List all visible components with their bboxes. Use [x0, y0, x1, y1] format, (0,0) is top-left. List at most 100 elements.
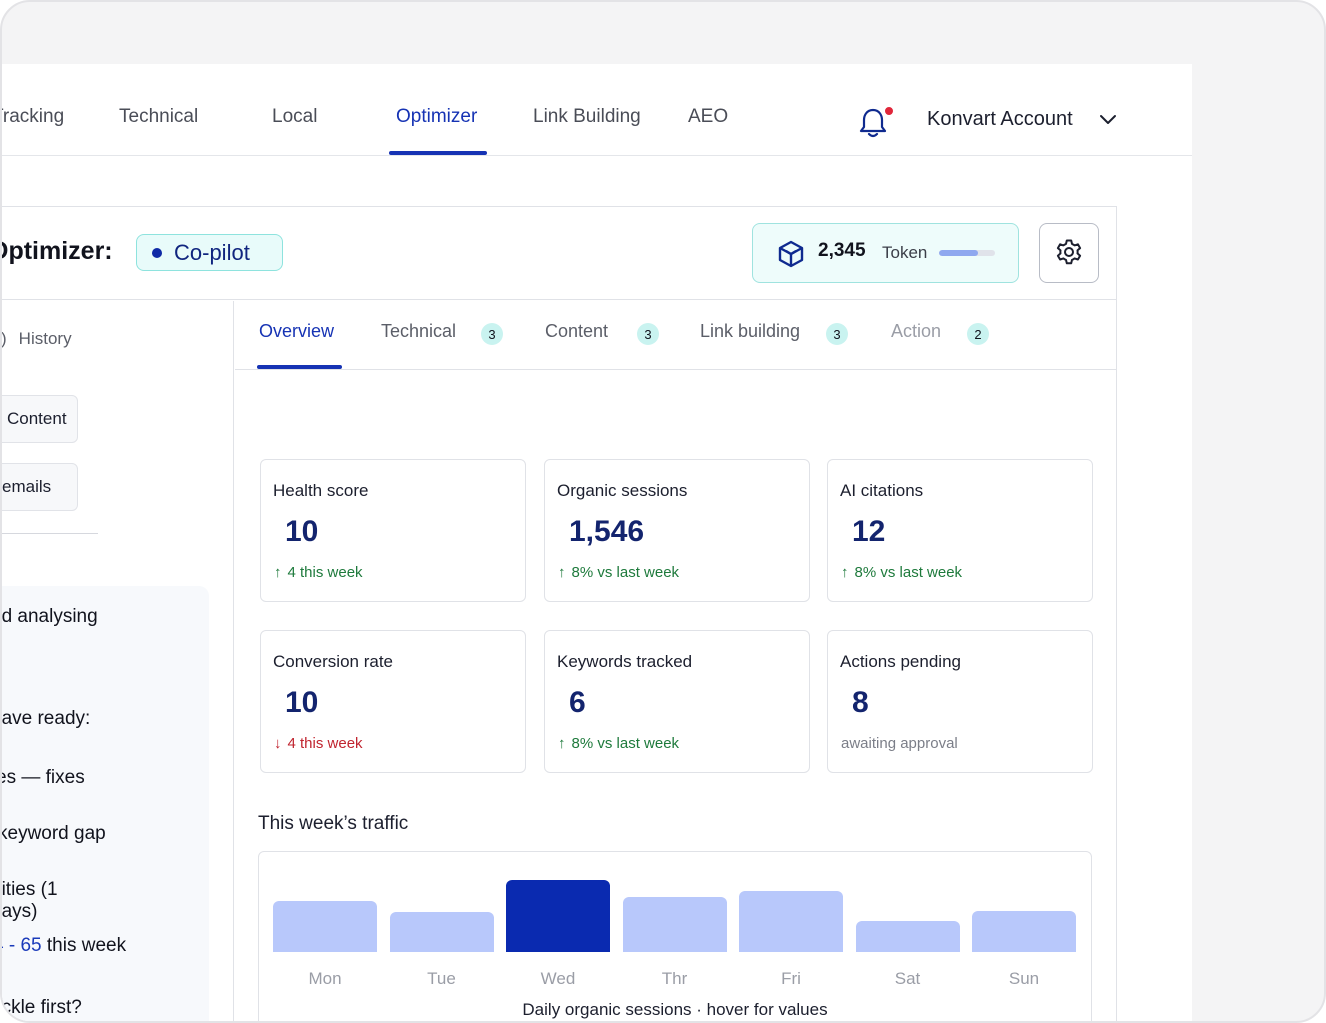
stat-delta-text: 8% vs last week	[571, 564, 680, 581]
nav-link-building[interactable]: Link Building	[533, 106, 641, 127]
nav-optimizer[interactable]: Optimizer	[396, 106, 478, 127]
left-sidebar: ) History Content emails ed analysing hav…	[1, 301, 234, 1021]
tab-link-building[interactable]: Link building	[700, 321, 801, 341]
stat-delta: ↑ 4 this week	[274, 564, 363, 581]
assistant-text: days)	[1, 901, 38, 922]
arrow-up-icon: ↑	[841, 564, 849, 581]
token-progress-fill	[939, 250, 979, 256]
app-window: Tracking Technical Local Optimizer Link …	[0, 64, 1192, 1021]
stat-value: 6	[569, 686, 586, 719]
nav-aeo[interactable]: AEO	[688, 106, 729, 127]
stat-card-ai-citations[interactable]: AI citations 12 ↑ 8% vs last week	[827, 459, 1093, 602]
stat-delta-text: 4 this week	[287, 564, 363, 581]
stat-value: 1,546	[569, 515, 645, 548]
bar-sat[interactable]	[855, 921, 960, 952]
divider	[2, 533, 98, 534]
x-tick-label: Thr	[661, 969, 688, 988]
stat-delta: ↓ 4 this week	[274, 735, 363, 752]
cube-icon	[778, 240, 804, 268]
mode-badge-label: Co-pilot	[174, 239, 250, 265]
quick-action-content[interactable]: Content	[2, 395, 78, 443]
token-label: Token	[882, 243, 928, 262]
stat-title: Health score	[273, 481, 369, 500]
history-link[interactable]: ) History	[1, 329, 72, 349]
stat-delta: awaiting approval	[841, 735, 958, 752]
status-dot	[152, 247, 162, 258]
settings-button[interactable]	[1039, 223, 1099, 283]
chevron-down-icon[interactable]	[1099, 114, 1117, 126]
bar-fri[interactable]	[739, 891, 843, 952]
arrow-up-icon: ↑	[558, 564, 566, 581]
assistant-text: ed analysing	[1, 606, 98, 627]
stat-value: 10	[285, 515, 319, 548]
quick-action-emails[interactable]: emails	[2, 463, 78, 511]
stat-title: AI citations	[840, 481, 924, 500]
x-tick-label: Fri	[781, 969, 801, 988]
chip-label: Content	[7, 409, 67, 428]
nav-local[interactable]: Local	[272, 106, 318, 127]
history-icon: )	[1, 329, 7, 348]
tab-action[interactable]: Action	[891, 321, 942, 341]
bar-wed[interactable]	[506, 880, 610, 952]
nav-tracking[interactable]: Tracking	[2, 106, 65, 127]
token-balance: 2,345 Token	[752, 223, 1019, 283]
panel-header: Optimizer: Co-pilot 2,345 Token	[0, 207, 1116, 300]
bar-mon[interactable]	[273, 901, 377, 952]
page-title: Optimizer:	[0, 237, 113, 265]
token-value: 2,345	[818, 240, 866, 261]
chip-label: emails	[2, 477, 52, 496]
stat-card-actions-pending[interactable]: Actions pending 8 awaiting approval	[827, 630, 1093, 773]
stat-card-health-score[interactable]: Health score 10 ↑ 4 this week	[260, 459, 526, 602]
tab-overview[interactable]: Overview	[259, 321, 335, 341]
history-label: History	[18, 329, 72, 348]
highlight-range: 4 - 65	[2, 935, 42, 956]
stat-card-conversion-rate[interactable]: Conversion rate 10 ↓ 4 this week	[260, 630, 526, 773]
bar-thr[interactable]	[622, 897, 727, 952]
assistant-text: ackle first?	[1, 997, 82, 1018]
stat-card-organic-sessions[interactable]: Organic sessions 1,546 ↑ 8% vs last week	[544, 459, 810, 602]
assistant-text: have ready:	[1, 708, 91, 729]
nav-technical[interactable]: Technical	[119, 106, 199, 127]
tab-action-badge: 2	[967, 323, 989, 345]
x-tick-label: Wed	[540, 969, 576, 988]
assistant-text: keyword gap	[1, 823, 106, 844]
chart-caption: Daily organic sessions · hover for value…	[522, 1000, 828, 1019]
bar-sun[interactable]	[972, 911, 1076, 952]
stat-value: 8	[852, 686, 869, 719]
bell-icon[interactable]	[858, 106, 888, 138]
arrow-up-icon: ↑	[558, 735, 566, 752]
stat-title: Keywords tracked	[557, 652, 693, 671]
stat-delta-text: 8% vs last week	[571, 735, 680, 752]
stat-title: Actions pending	[840, 652, 961, 671]
stat-delta: ↑ 8% vs last week	[841, 564, 962, 581]
token-progress-bar	[939, 250, 995, 256]
notification-dot	[884, 106, 894, 116]
stat-delta: ↑ 8% vs last week	[558, 564, 679, 581]
tab-content[interactable]: Content	[545, 321, 609, 341]
traffic-title: This week’s traffic	[258, 813, 409, 834]
bar-tue[interactable]	[389, 912, 494, 952]
stat-delta-text: awaiting approval	[841, 735, 958, 752]
tab-link-building-badge: 3	[826, 323, 848, 345]
stat-delta-text: 4 this week	[287, 735, 363, 752]
tab-technical-badge: 3	[481, 323, 503, 345]
tab-active-indicator	[257, 365, 342, 369]
optimizer-panel: Optimizer: Co-pilot 2,345 Token	[0, 206, 1117, 1021]
x-tick-label: Tue	[427, 969, 456, 988]
nav-active-indicator	[389, 151, 487, 155]
stat-title: Conversion rate	[273, 652, 394, 671]
tab-content-badge: 3	[637, 323, 659, 345]
x-tick-label: Sat	[894, 969, 921, 988]
stat-value: 10	[285, 686, 319, 719]
gear-icon	[1056, 239, 1082, 265]
traffic-chart: Daily organic sessions · hover for value…	[258, 851, 1092, 1021]
mode-badge[interactable]: Co-pilot	[136, 234, 283, 271]
arrow-up-icon: ↑	[274, 564, 282, 581]
account-name[interactable]: Konvart Account	[927, 108, 1073, 130]
tab-technical[interactable]: Technical	[381, 321, 457, 341]
stat-title: Organic sessions	[557, 481, 688, 500]
section-tabs: Overview Technical 3 Content 3 Link buil…	[235, 301, 1116, 370]
stat-card-keywords-tracked[interactable]: Keywords tracked 6 ↑ 8% vs last week	[544, 630, 810, 773]
top-nav: Tracking Technical Local Optimizer Link …	[2, 64, 1192, 156]
